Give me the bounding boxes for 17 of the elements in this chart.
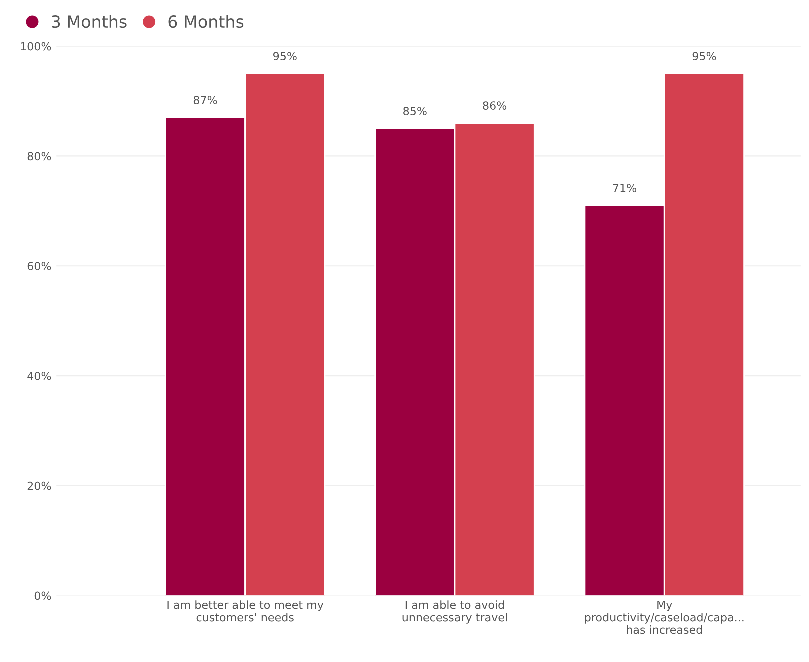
y-tick-label: 100% [21, 42, 52, 51]
x-tick-label: My productivity/caseload/capa... has increased [585, 601, 744, 634]
x-tick-label: I am able to avoid unnecessary travel [402, 600, 508, 624]
legend-label: 3 Months [52, 15, 127, 28]
data-label: 85% [404, 107, 427, 116]
data-label: 87% [194, 96, 218, 105]
data-label: 95% [692, 52, 716, 61]
data-label: 95% [274, 52, 297, 61]
y-tick-label: 20% [28, 482, 52, 490]
y-tick-label: 40% [28, 372, 52, 380]
legend-label: 6 Months [168, 15, 244, 28]
y-tick-label: 60% [28, 262, 52, 271]
y-tick-label: 0% [34, 592, 52, 600]
x-tick-label: I am better able to meet my customers' needs [168, 600, 324, 622]
data-label: 86% [483, 102, 507, 110]
y-tick-label: 80% [28, 152, 52, 161]
data-label: 71% [613, 184, 637, 192]
